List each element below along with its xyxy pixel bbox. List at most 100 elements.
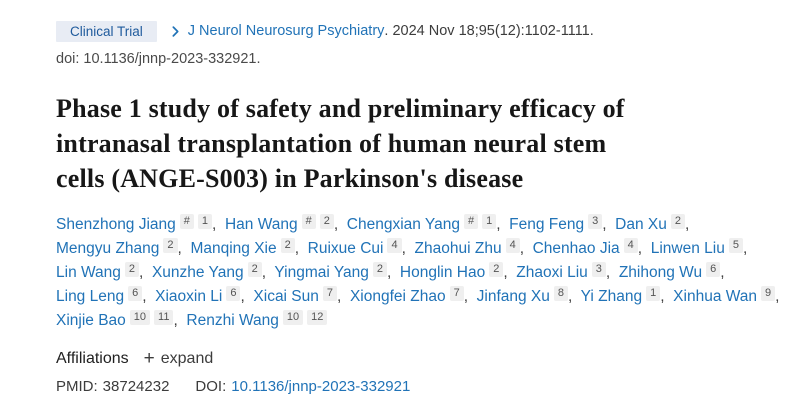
affiliation-number-badge[interactable]: 2: [124, 262, 140, 277]
author-item: Honglin Hao 2,: [399, 262, 516, 281]
author-item: Yi Zhang 1,: [580, 286, 674, 305]
author-separator: ,: [139, 264, 152, 281]
author-link[interactable]: Feng Feng: [509, 216, 585, 233]
affiliation-number-badge[interactable]: 1: [482, 214, 497, 229]
affiliation-number-badge[interactable]: 2: [280, 238, 295, 253]
affiliation-number-badge[interactable]: 2: [489, 262, 504, 277]
author-link[interactable]: Manqing Xie: [190, 240, 277, 257]
authors-line: Shenzhong Jiang #1, Han Wang #2, Chengxian…: [56, 213, 760, 237]
affiliation-number-badge[interactable]: 5: [728, 238, 743, 253]
author-link[interactable]: Ling Leng: [56, 288, 125, 305]
author-link[interactable]: Honglin Hao: [399, 264, 486, 281]
affiliation-number-badge[interactable]: 1: [197, 214, 213, 229]
affiliation-number-badge[interactable]: 4: [623, 238, 638, 253]
author-link[interactable]: Linwen Liu: [650, 240, 725, 257]
citation-row: Clinical Trial J Neurol Neurosurg Psychi…: [56, 21, 760, 42]
author-item: Zhaoxi Liu 3,: [516, 262, 619, 281]
pmid-value: 38724232: [102, 378, 170, 395]
author-separator: ,: [401, 240, 415, 257]
affiliation-number-badge[interactable]: 8: [553, 286, 569, 301]
author-link[interactable]: Renzhi Wang: [186, 312, 279, 329]
author-item: Xinhua Wan 9,: [673, 286, 784, 305]
author-link[interactable]: Xinjie Bao: [56, 312, 126, 329]
affiliation-number-badge[interactable]: 3: [591, 262, 606, 277]
doi-link[interactable]: 10.1136/jnnp-2023-332921: [231, 378, 411, 395]
article-title-line: cells (ANGE-S003) in Parkinson's disease: [56, 164, 524, 193]
doi-label: DOI:: [195, 378, 227, 395]
authors-line: Xinjie Bao 10 11, Renzhi Wang 10 12: [56, 309, 760, 333]
author-item: Yingmai Yang 2,: [274, 262, 400, 281]
author-link[interactable]: Zhihong Wu: [618, 264, 703, 281]
author-link[interactable]: Dan Xu: [615, 216, 667, 233]
author-link[interactable]: Xunzhe Yang: [151, 264, 244, 281]
affiliation-number-badge[interactable]: 2: [372, 262, 387, 277]
author-separator: ,: [605, 264, 619, 281]
journal-link[interactable]: J Neurol Neurosurg Psychiatry: [188, 21, 385, 42]
affiliation-number-badge[interactable]: 11: [154, 310, 174, 325]
affiliation-number-badge[interactable]: 2: [163, 238, 178, 253]
identifiers-row: PMID: 38724232 DOI: 10.1136/jnnp-2023-33…: [56, 378, 760, 395]
author-item: Zhihong Wu 6,: [618, 262, 729, 281]
expand-affiliations-button[interactable]: + expand: [144, 349, 214, 368]
affiliation-number-badge[interactable]: 12: [307, 310, 328, 325]
author-link[interactable]: Xiongfei Zhao: [349, 288, 446, 305]
affiliation-number-badge[interactable]: 10: [282, 310, 304, 325]
author-link[interactable]: Yi Zhang: [580, 288, 643, 305]
affiliation-number-badge[interactable]: 1: [646, 286, 661, 301]
publication-type-badge[interactable]: Clinical Trial: [56, 21, 157, 42]
author-item: Han Wang #2,: [224, 214, 347, 233]
author-link[interactable]: Chenhao Jia: [532, 240, 620, 257]
author-item: Xiongfei Zhao 7,: [349, 286, 477, 305]
author-item: Chenhao Jia 4,: [532, 238, 651, 257]
author-separator: ,: [568, 288, 581, 305]
author-link[interactable]: Xicai Sun: [253, 288, 319, 305]
affiliation-number-badge[interactable]: 7: [322, 286, 338, 301]
affiliations-heading: Affiliations: [56, 350, 129, 367]
author-separator: ,: [720, 264, 729, 281]
pmid-label: PMID:: [56, 378, 98, 395]
author-item: Mengyu Zhang 2,: [56, 238, 191, 257]
affiliation-number-badge[interactable]: 10: [129, 310, 151, 325]
author-link[interactable]: Shenzhong Jiang: [56, 216, 176, 233]
author-link[interactable]: Jinfang Xu: [476, 288, 550, 305]
affiliation-number-badge[interactable]: 6: [706, 262, 721, 277]
author-link[interactable]: Zhaohui Zhu: [414, 240, 502, 257]
author-link[interactable]: Han Wang: [224, 216, 298, 233]
author-separator: ,: [294, 240, 308, 257]
doi-line: doi: 10.1136/jnnp-2023-332921.: [56, 51, 261, 67]
author-link[interactable]: Chengxian Yang: [346, 216, 460, 233]
author-separator: ,: [660, 288, 674, 305]
equal-contribution-badge: #: [301, 214, 316, 229]
author-link[interactable]: Xiaoxin Li: [155, 288, 223, 305]
author-link[interactable]: Mengyu Zhang: [56, 240, 160, 257]
affiliation-number-badge[interactable]: 7: [449, 286, 464, 301]
affiliation-number-badge[interactable]: 2: [319, 214, 334, 229]
authors-line: Lin Wang 2, Xunzhe Yang 2, Yingmai Yang 2, …: [56, 261, 760, 285]
authors-line: Ling Leng 6, Xiaoxin Li 6, Xicai Sun 7, Xio…: [56, 285, 779, 309]
author-separator: ,: [602, 216, 616, 233]
author-item: Feng Feng 3,: [509, 214, 616, 233]
author-separator: ,: [519, 240, 533, 257]
author-separator: ,: [177, 240, 191, 257]
authors-line: Mengyu Zhang 2, Manqing Xie 2, Ruixue Cui 4…: [56, 237, 760, 261]
author-item: Xiaoxin Li 6,: [155, 286, 253, 305]
affiliation-number-badge[interactable]: 2: [247, 262, 262, 277]
affiliation-number-badge[interactable]: 2: [670, 214, 685, 229]
affiliation-number-badge[interactable]: 4: [505, 238, 520, 253]
article-title-line: Phase 1 study of safety and preliminary …: [56, 94, 625, 123]
affiliation-number-badge[interactable]: 9: [761, 286, 776, 301]
affiliation-number-badge[interactable]: 4: [387, 238, 402, 253]
author-item: Linwen Liu 5,: [650, 238, 752, 257]
author-item: Xicai Sun 7,: [253, 286, 350, 305]
affiliation-number-badge[interactable]: 6: [128, 286, 143, 301]
author-link[interactable]: Ruixue Cui: [307, 240, 384, 257]
author-link[interactable]: Zhaoxi Liu: [516, 264, 588, 281]
affiliation-number-badge[interactable]: 6: [226, 286, 241, 301]
article-title-line: intranasal transplantation of human neur…: [56, 129, 607, 158]
author-link[interactable]: Lin Wang: [56, 264, 121, 281]
equal-contribution-badge: #: [463, 214, 479, 229]
author-link[interactable]: Xinhua Wan: [673, 288, 758, 305]
author-item: Dan Xu 2,: [615, 214, 693, 233]
affiliation-number-badge[interactable]: 3: [588, 214, 603, 229]
author-link[interactable]: Yingmai Yang: [274, 264, 369, 281]
